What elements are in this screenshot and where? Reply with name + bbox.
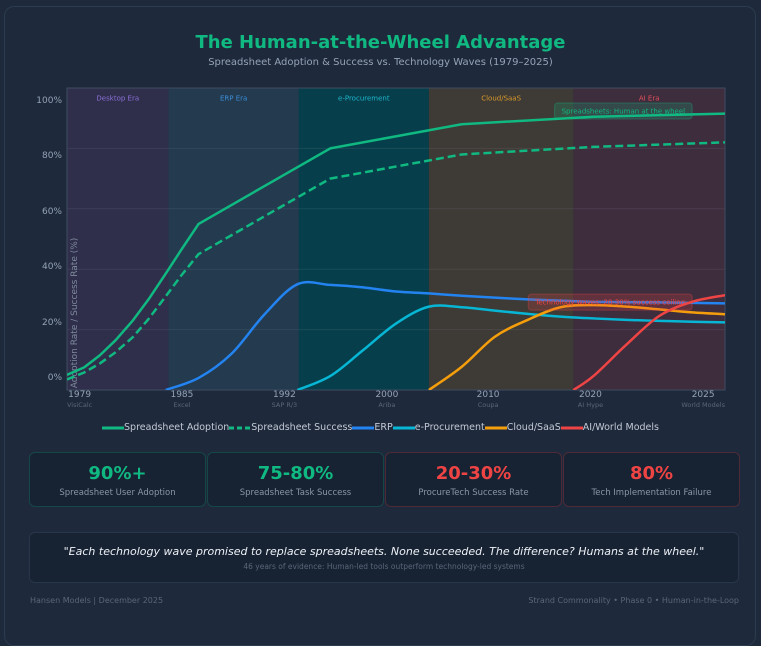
x-tick: 1979 VisiCalc (67, 390, 92, 410)
x-tick: 2020 AI Hype (578, 390, 603, 410)
annotations: Spreadsheets: Human at the wheel Technol… (527, 102, 693, 311)
x-tick: 2025 World Models (681, 390, 725, 410)
quote-caption: 46 years of evidence: Human-led tools ou… (243, 562, 525, 571)
legend-label: Cloud/SaaS (506, 422, 561, 433)
stat-cards: 90%+ Spreadsheet User Adoption 75-80% Sp… (29, 452, 740, 507)
legend-label: Spreadsheet Success (251, 422, 353, 433)
legend-item-erp: ERP (352, 421, 393, 435)
x-tick-year: 2010 (476, 390, 500, 400)
stat-label: Spreadsheet User Adoption (59, 488, 176, 498)
y-tick-label: 0% (47, 372, 62, 383)
x-tick-year: 1979 (68, 390, 92, 400)
x-tick-year: 1992 (272, 390, 296, 400)
legend-label: ERP (374, 422, 393, 433)
legend-item-spreadsheet-success: Spreadsheet Success (229, 421, 352, 435)
stat-value: 20-30% (435, 463, 512, 484)
stat-card-spreadsheet-adoption: 90%+ Spreadsheet User Adoption (29, 452, 206, 507)
x-tick-milestone: Excel (173, 401, 191, 409)
plot-area-border (66, 87, 726, 391)
x-tick-year: 1985 (170, 390, 194, 400)
y-tick-label: 80% (41, 151, 62, 162)
era-band-ai-era (573, 88, 725, 390)
stat-label: Spreadsheet Task Success (239, 488, 352, 498)
stat-label: Tech Implementation Failure (591, 488, 712, 498)
annotation-box-technology-waves (527, 293, 693, 311)
legend-item-ai-world-models: AI/World Models (560, 421, 659, 435)
x-tick: 1992 SAP R/3 (272, 390, 298, 410)
x-tick-milestone: AI Hype (577, 401, 604, 409)
stat-card-tech-failure: 80% Tech Implementation Failure (563, 452, 740, 507)
legend-item-e-procurement: e-Procurement (392, 421, 485, 435)
stat-value: 90%+ (88, 463, 147, 484)
series-lines (67, 112, 725, 390)
y-tick-label: 20% (41, 317, 62, 328)
x-tick-year: 2020 (578, 390, 602, 400)
gridlines (67, 147, 725, 331)
x-tick-milestone: VisiCalc (67, 401, 93, 409)
legend-swatch (229, 426, 252, 430)
era-band-desktop-era (67, 88, 169, 390)
y-axis-title: Adoption Rate / Success Rate (%) (70, 238, 80, 389)
stat-value: 80% (629, 463, 674, 484)
stat-label: ProcureTech Success Rate (418, 488, 529, 498)
x-axis-ticks: 1979 VisiCalc 1985 Excel 1992 SAP R/3 20… (67, 390, 725, 410)
era-label-cloud-saas: Cloud/SaaS (481, 95, 521, 103)
legend-label: e-Procurement (414, 422, 485, 433)
legend-swatch (560, 426, 583, 430)
era-band-cloud-saas (428, 88, 574, 390)
series-line-spreadsheet-adoption (67, 112, 725, 377)
chart: Desktop Era ERP Era e-Procurement Cloud/… (66, 87, 726, 391)
legend-swatch (102, 426, 125, 430)
x-tick-milestone: Coupa (477, 401, 499, 409)
x-tick: 1985 Excel (170, 390, 193, 410)
series-line-spreadsheet-success (67, 141, 725, 381)
x-tick-milestone: Ariba (378, 401, 396, 409)
x-tick: 2000 Ariba (375, 390, 398, 410)
legend-swatch (484, 426, 507, 430)
footer-credit: Hansen Models | December 2025 (30, 596, 164, 605)
x-tick-year: 2025 (691, 390, 715, 400)
era-labels: Desktop Era ERP Era e-Procurement Cloud/… (96, 95, 659, 103)
annotation-text-spreadsheets: Spreadsheets: Human at the wheel (562, 107, 686, 115)
series-line-ai-world-models (572, 293, 725, 390)
page-title: The Human-at-the-Wheel Advantage (195, 32, 566, 53)
x-tick-year: 2000 (375, 390, 399, 400)
stat-card-spreadsheet-success: 75-80% Spreadsheet Task Success (207, 452, 384, 507)
stat-card-procuretech-success: 20-30% ProcureTech Success Rate (385, 452, 562, 507)
legend-label: Spreadsheet Adoption (124, 422, 230, 433)
y-tick-label: 40% (41, 262, 62, 273)
y-tick-label: 60% (41, 206, 62, 217)
annotation-box-spreadsheets (554, 102, 693, 120)
era-bands (67, 88, 725, 390)
footer-tagline: Strand Commonality • Phase 0 • Human-in-… (528, 596, 739, 605)
era-band-e-procurement (298, 88, 429, 390)
series-line-erp (165, 280, 725, 390)
legend-item-spreadsheet-adoption: Spreadsheet Adoption (102, 421, 229, 435)
quote-box: "Each technology wave promised to replac… (29, 532, 739, 583)
x-tick-milestone: SAP R/3 (271, 401, 298, 409)
x-tick-milestone: World Models (681, 401, 725, 409)
era-label-e-procurement: e-Procurement (338, 95, 390, 103)
series-line-cloud-saas (428, 303, 725, 390)
era-label-ai: AI Era (639, 95, 660, 103)
legend-item-cloud-saas: Cloud/SaaS (484, 421, 561, 435)
x-tick: 2010 Coupa (477, 390, 500, 410)
legend-label: AI/World Models (582, 422, 659, 433)
era-band-erp-era (168, 88, 299, 390)
annotation-text-technology-waves: Technology waves: 20-30% success ceiling (534, 299, 685, 307)
page-subtitle: Spreadsheet Adoption & Success vs. Techn… (208, 57, 553, 68)
quote-text: "Each technology wave promised to replac… (63, 545, 705, 558)
chart-legend: Spreadsheet Adoption Spreadsheet Success… (0, 421, 761, 435)
legend-swatch (352, 426, 375, 430)
series-line-e-procurement (296, 304, 725, 390)
y-axis-ticks: 100% 80% 60% 40% 20% 0% (28, 96, 62, 383)
stat-value: 75-80% (257, 463, 334, 484)
era-label-erp: ERP Era (220, 95, 247, 103)
y-tick-label: 100% (36, 96, 62, 106)
era-label-desktop: Desktop Era (96, 95, 139, 103)
legend-swatch (392, 426, 415, 430)
